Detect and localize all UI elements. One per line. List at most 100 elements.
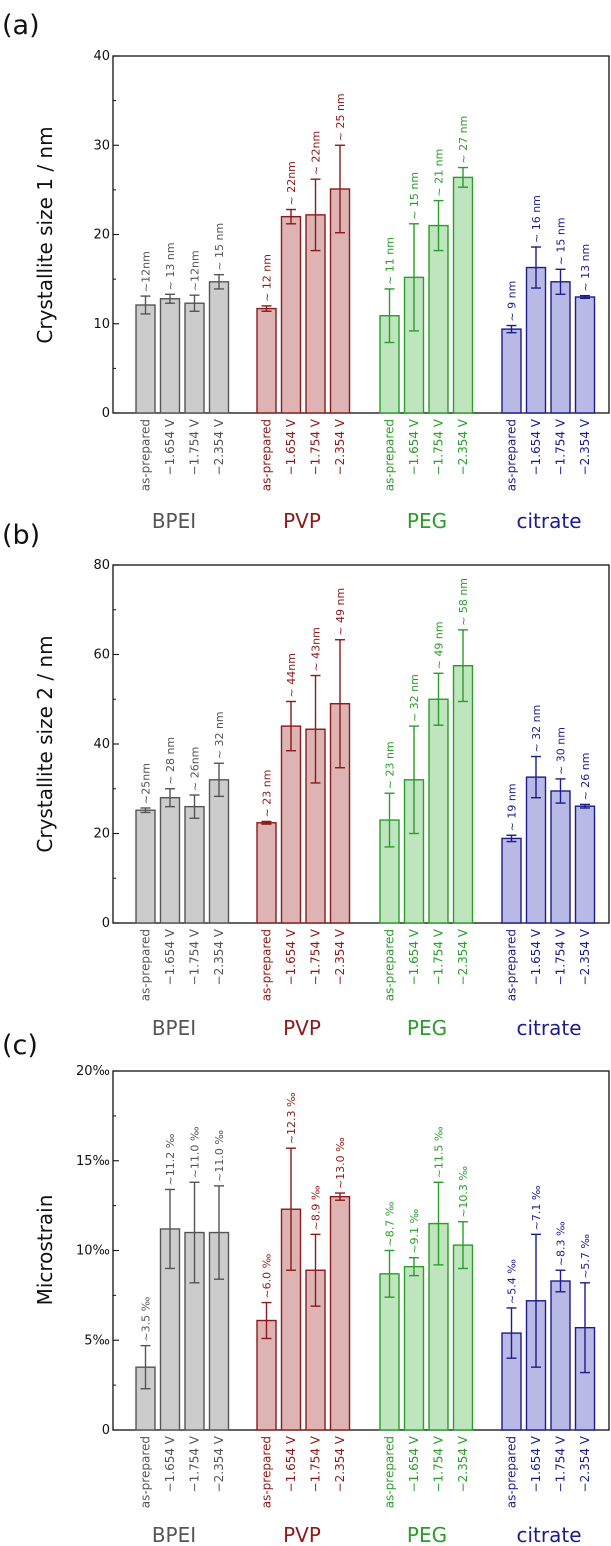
data-label: ~ 15 nm [213,223,226,271]
category-label: −2.354 V [212,1435,226,1492]
category-label: as-prepared [139,1436,153,1508]
category-label: −2.354 V [333,418,347,475]
category-label: −1.654 V [163,1435,177,1492]
category-label: −2.354 V [456,928,470,985]
panel-a: (a) 0 10 20 30 40 Crystallite size 1 / nm ~12nm… [2,10,610,533]
series-citrate: ~5.4 ‰ as-prepared ~7.1 ‰ −1.654 V ~8.3 ‰ −1.… [501,1185,596,1546]
y-tick-label: 0 [102,406,110,421]
category-label: −1.654 V [163,928,177,985]
group-label: PVP [283,509,321,533]
data-label: ~ 22nm [285,161,298,205]
category-label: −1.754 V [309,928,323,985]
panel-label: (c) [2,1030,38,1061]
data-label: ~11.5 ‰ [433,1126,446,1178]
data-label: ~ 58 nm [457,578,470,626]
bar [428,224,449,414]
bar [452,176,474,414]
category-label: −1.754 V [309,1435,323,1492]
series-BPEI: ~12nm as-prepared ~ 13 nm −1.654 V ~12nm −1.7… [135,223,230,533]
group-label: BPEI [152,509,196,533]
series-citrate: ~ 9 nm as-prepared ~ 16 nm −1.654 V ~ 15 nm −… [501,195,596,533]
category-label: −2.354 V [212,928,226,985]
bar [403,1265,425,1431]
bar [159,298,181,414]
data-label: ~8.9 ‰ [310,1185,323,1230]
bar [525,266,547,414]
y-tick-label: 30 [93,138,110,153]
category-label: as-prepared [383,1436,397,1508]
data-label: ~10.3 ‰ [457,1166,470,1218]
category-label: −1.654 V [407,1435,421,1492]
category-label: as-prepared [505,1436,519,1508]
data-label: ~11.2 ‰ [164,1133,177,1185]
category-label: −1.654 V [284,418,298,475]
category-label: −2.354 V [578,1435,592,1492]
bar [159,797,181,924]
data-label: ~ 27 nm [457,116,470,164]
panel-label: (b) [2,520,40,551]
category-label: −1.754 V [432,418,446,475]
bar [525,776,547,924]
bar [329,1195,351,1431]
category-label: as-prepared [383,419,397,491]
data-label: ~12.3 ‰ [285,1092,298,1144]
data-label: ~ 26nm [189,747,202,791]
category-label: −1.754 V [432,928,446,985]
category-label: −2.354 V [456,1435,470,1492]
bar [550,1280,571,1431]
data-label: ~ 15 nm [555,217,568,265]
category-label: −1.654 V [529,928,543,985]
bar [501,837,522,924]
data-label: ~12nm [189,250,202,291]
series-citrate: ~ 19 nm as-prepared ~ 32 nm −1.654 V ~ 30 nm… [501,705,596,1040]
bar [135,809,156,924]
data-label: ~ 28 nm [164,737,177,785]
bar [135,304,156,414]
panel-b: (b) 0 20 40 60 80 Crystallite size 2 / nm ~25nm… [2,520,610,1040]
category-label: as-prepared [260,1436,274,1508]
data-label: ~ 12 nm [261,254,274,302]
group-label: BPEI [152,1016,196,1040]
category-label: −1.654 V [529,418,543,475]
y-tick-label: 0 [102,1423,110,1438]
category-label: as-prepared [260,929,274,1001]
y-tick-label: 40 [93,49,110,64]
series-PVP: ~ 23 nm as-prepared ~ 44nm −1.654 V ~ 43nm −1… [256,588,351,1040]
y-tick-label: 10‰ [76,1244,110,1259]
data-label: ~ 23 nm [384,741,397,789]
category-label: −1.754 V [432,1435,446,1492]
series-BPEI: ~25nm as-prepared ~ 28 nm −1.654 V ~ 26nm −1.… [135,711,230,1040]
category-label: as-prepared [383,929,397,1001]
y-tick-label: 20 [93,827,110,842]
y-tick-label: 15‰ [76,1154,110,1169]
data-label: ~6.0 ‰ [261,1253,274,1298]
y-tick-label: 0 [102,916,110,931]
y-tick-label: 80 [93,558,110,573]
category-label: −1.754 V [554,928,568,985]
data-label: ~ 11 nm [384,237,397,285]
panel-c: (c) 0 5‰ 10‰ 15‰ 20‰ Microstrain ~3.5 ‰ as-prepa… [2,1030,610,1546]
data-label: ~ 32 nm [530,705,543,753]
category-label: as-prepared [505,419,519,491]
y-tick-label: 60 [93,648,110,663]
bar [280,725,302,924]
data-label: ~ 25 nm [334,93,347,141]
y-tick-label: 5‰ [84,1333,110,1348]
data-label: ~ 9 nm [506,281,519,322]
group-label: BPEI [152,1523,196,1546]
series-PEG: ~8.7 ‰ as-prepared ~9.1 ‰ −1.654 V ~11.5 ‰ −1… [379,1126,474,1546]
data-label: ~7.1 ‰ [530,1185,543,1230]
panel-label: (a) [2,10,40,41]
data-label: ~ 49 nm [334,588,347,636]
data-label: ~ 44nm [285,653,298,697]
bar [256,307,277,414]
bar [574,296,596,414]
group-label: PEG [407,1523,447,1546]
category-label: −1.654 V [407,928,421,985]
category-label: −2.354 V [212,418,226,475]
bar [550,790,571,924]
series-PEG: ~ 11 nm as-prepared ~ 15 nm −1.654 V ~ 21 nm… [379,116,474,533]
category-label: −1.754 V [188,418,202,475]
data-label: ~ 23 nm [261,770,274,818]
